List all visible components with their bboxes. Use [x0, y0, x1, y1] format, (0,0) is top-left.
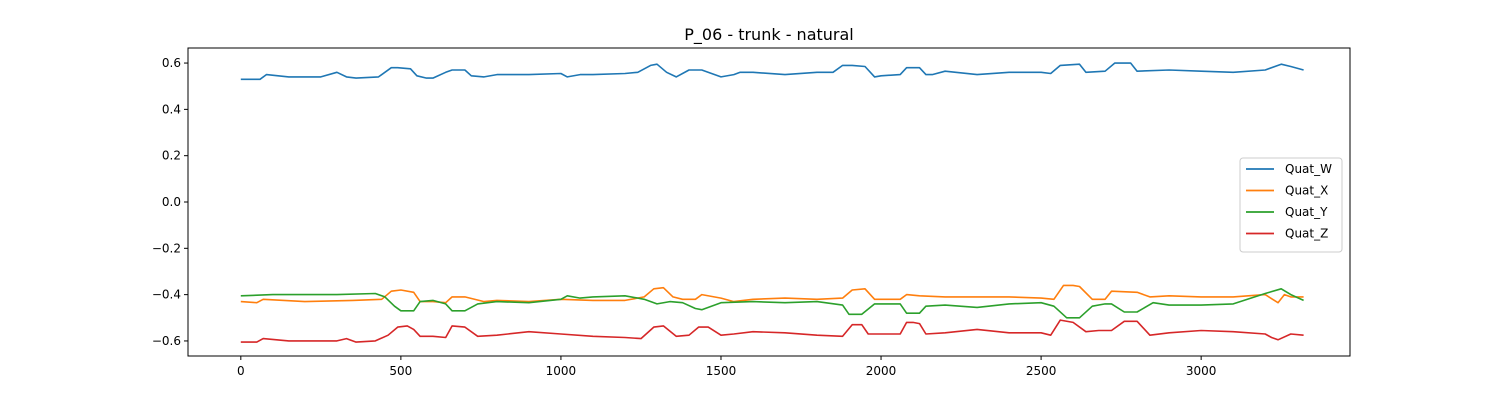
y-tick-label: −0.4 [152, 288, 181, 302]
x-tick-label: 3000 [1186, 364, 1217, 378]
x-tick-label: 2000 [866, 364, 897, 378]
axes-frame [187, 47, 1351, 357]
y-tick-label: 0.4 [162, 102, 181, 116]
legend-box [1239, 157, 1343, 253]
y-tick-label: 0.2 [162, 149, 181, 163]
x-tick-label: 0 [237, 364, 245, 378]
series-line-quat-w [240, 62, 1304, 81]
legend-entry: Quat_W [1285, 162, 1332, 176]
legend-entry: Quat_Y [1285, 205, 1328, 219]
y-tick-label: 0.0 [162, 195, 181, 209]
x-tick-label: 1000 [546, 364, 577, 378]
series-line-quat-z [240, 319, 1304, 343]
y-tick-label: −0.6 [152, 334, 181, 348]
x-tick-label: 500 [389, 364, 412, 378]
y-axis: −0.6 −0.4 −0.2 0.0 0.2 0.4 0.6 [152, 56, 188, 348]
x-axis: 0 500 1000 1500 2000 2500 3000 [237, 356, 1216, 378]
chart-title: P_06 - trunk - natural [684, 25, 853, 45]
series-line-quat-x [240, 284, 1304, 304]
x-tick-label: 1500 [706, 364, 737, 378]
series-line-quat-y [240, 287, 1304, 319]
legend-entry: Quat_Z [1285, 227, 1328, 241]
plot-lines [240, 62, 1304, 343]
legend-entry: Quat_X [1285, 184, 1328, 198]
y-tick-label: −0.2 [152, 241, 181, 255]
x-tick-label: 2500 [1026, 364, 1057, 378]
y-tick-label: 0.6 [162, 56, 181, 70]
legend: Quat_W Quat_X Quat_Y Quat_Z [1239, 157, 1343, 253]
